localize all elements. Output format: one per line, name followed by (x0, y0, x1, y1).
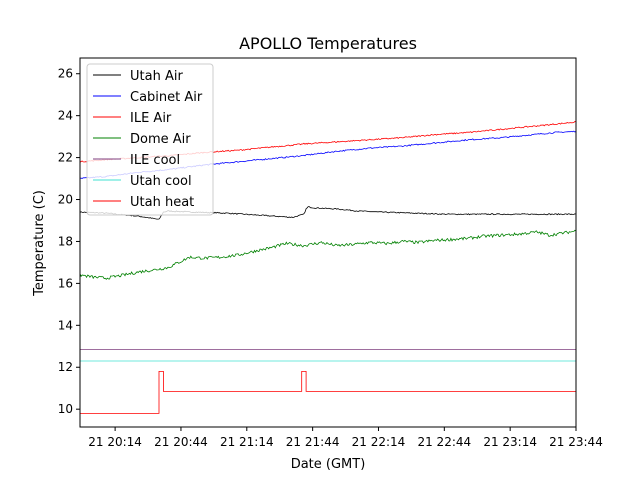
y-axis: 10 12 14 16 18 20 22 24 26 (58, 67, 80, 416)
legend-label: Utah heat (130, 195, 194, 210)
legend-label: Cabinet Air (130, 90, 203, 105)
legend-label: ILE cool (130, 153, 180, 168)
chart-title: APOLLO Temperatures (239, 34, 417, 53)
y-tick-label: 22 (58, 151, 73, 165)
x-tick-label: 21 20:44 (154, 435, 208, 449)
x-tick-label: 21 21:44 (286, 435, 340, 449)
series-line-dome-air (79, 229, 577, 280)
legend-label: Dome Air (130, 132, 191, 147)
x-tick-label: 21 23:44 (549, 435, 603, 449)
y-tick-label: 24 (58, 109, 73, 123)
y-tick-label: 10 (58, 402, 73, 416)
x-tick-label: 21 22:14 (352, 435, 406, 449)
y-tick-label: 20 (58, 193, 73, 207)
y-tick-label: 14 (58, 318, 73, 332)
y-axis-label: Temperature (C) (32, 190, 47, 297)
y-tick-label: 16 (58, 276, 73, 290)
x-axis: 21 20:14 21 20:44 21 21:14 21 21:44 21 22:14… (88, 427, 603, 449)
plot-border (79, 57, 577, 428)
series-line-utah-heat (80, 370, 576, 414)
y-tick-label: 12 (58, 360, 73, 374)
legend-label: Utah cool (130, 174, 192, 189)
legend-label: Utah Air (130, 69, 183, 84)
x-axis-label: Date (GMT) (291, 457, 366, 472)
legend-label: ILE Air (130, 111, 172, 126)
x-tick-label: 21 22:44 (417, 435, 471, 449)
x-tick-label: 21 23:14 (483, 435, 537, 449)
legend: Utah Air Cabinet Air ILE Air Dome Air ILE co… (86, 63, 214, 216)
y-tick-label: 18 (58, 234, 73, 248)
legend-box (86, 63, 214, 216)
x-tick-label: 21 21:14 (220, 435, 274, 449)
x-tick-label: 21 20:14 (88, 435, 142, 449)
y-tick-label: 26 (58, 67, 73, 81)
